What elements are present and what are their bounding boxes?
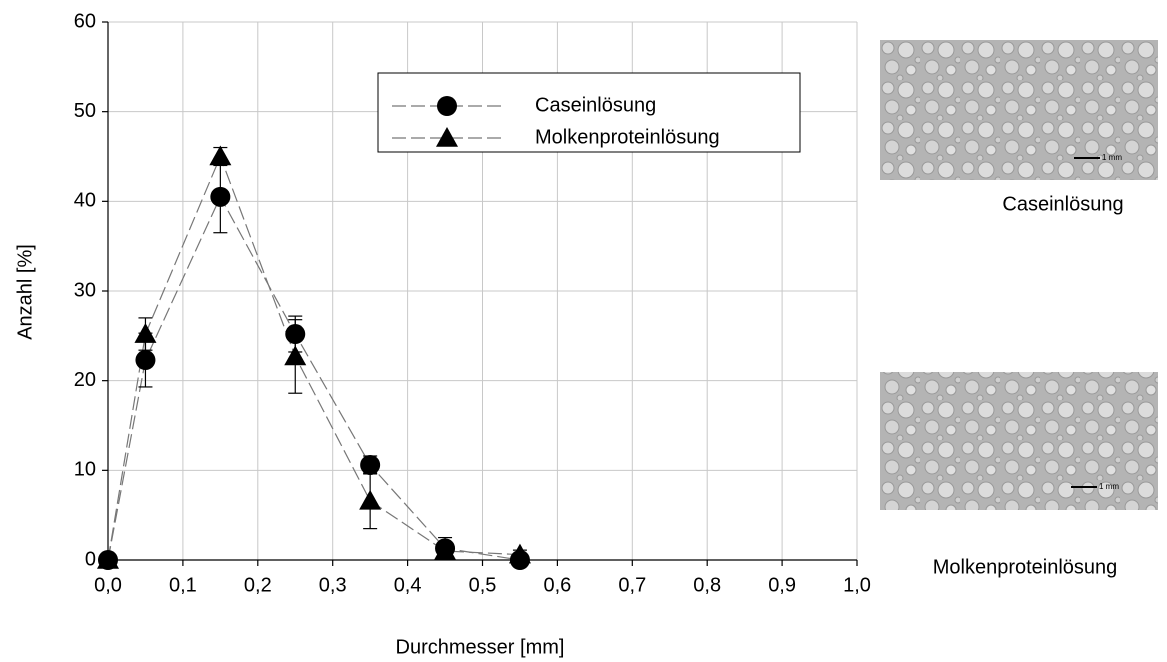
marker	[134, 323, 157, 343]
x-tick-label: 0,4	[394, 574, 422, 596]
x-tick-label: 0,3	[319, 574, 347, 596]
x-tick-label: 0,1	[169, 574, 197, 596]
x-tick-label: 1,0	[843, 574, 871, 596]
marker	[209, 145, 232, 166]
image-caption: Caseinlösung	[1002, 193, 1123, 215]
y-tick-label: 20	[74, 369, 96, 391]
marker	[360, 454, 381, 475]
marker	[434, 540, 457, 560]
x-tick-label: 0,0	[94, 574, 122, 596]
x-tick-label: 0,5	[469, 574, 497, 596]
x-tick-label: 0,8	[693, 574, 721, 596]
x-tick-label: 0,2	[244, 574, 272, 596]
y-tick-label: 40	[74, 190, 96, 212]
marker	[97, 549, 119, 569]
y-tick-label: 60	[74, 10, 96, 32]
x-tick-label: 0,6	[543, 574, 571, 596]
series-line	[107, 154, 520, 561]
marker	[508, 543, 531, 564]
marker	[437, 96, 457, 116]
y-axis-label: Anzahl [%]	[14, 244, 36, 340]
series-line	[107, 195, 521, 561]
image-caption: Molkenproteinlösung	[933, 556, 1118, 578]
scale-label: 1 mm	[1099, 482, 1119, 491]
marker	[284, 345, 307, 366]
marker	[436, 127, 458, 147]
scale-label: 1 mm	[1102, 153, 1122, 162]
y-tick-label: 0	[85, 548, 96, 570]
y-tick-label: 50	[74, 100, 96, 122]
marker	[135, 350, 156, 371]
marker	[359, 489, 382, 510]
x-tick-label: 0,9	[768, 574, 796, 596]
x-axis-label: Durchmesser [mm]	[396, 636, 565, 658]
foam-image	[880, 372, 1158, 510]
legend-label: Molkenproteinlösung	[535, 126, 720, 148]
y-tick-label: 10	[74, 459, 96, 481]
foam-image	[880, 40, 1158, 180]
marker	[210, 186, 231, 207]
legend-label: Caseinlösung	[535, 94, 656, 116]
image-panel: 1 mm Caseinlösung 1 mm Molkenproteinlösu…	[880, 40, 1158, 578]
y-tick-label: 30	[74, 279, 96, 301]
legend: Caseinlösung Molkenproteinlösung	[377, 72, 801, 153]
x-tick-label: 0,7	[618, 574, 646, 596]
